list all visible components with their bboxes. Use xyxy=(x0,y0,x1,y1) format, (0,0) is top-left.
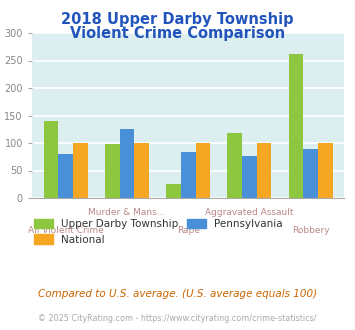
Bar xyxy=(318,143,333,198)
Legend: Upper Darby Township, National, Pennsylvania: Upper Darby Township, National, Pennsylv… xyxy=(30,215,287,249)
Bar xyxy=(105,144,120,198)
Bar xyxy=(289,54,303,198)
Bar xyxy=(73,143,88,198)
Bar xyxy=(196,143,210,198)
Bar xyxy=(257,143,272,198)
Bar xyxy=(44,121,58,198)
Bar xyxy=(120,129,134,198)
Text: 2018 Upper Darby Township: 2018 Upper Darby Township xyxy=(61,12,294,26)
Bar xyxy=(166,184,181,198)
Text: Robbery: Robbery xyxy=(292,226,329,235)
Text: © 2025 CityRating.com - https://www.cityrating.com/crime-statistics/: © 2025 CityRating.com - https://www.city… xyxy=(38,314,317,323)
Bar xyxy=(227,133,242,198)
Text: Aggravated Assault: Aggravated Assault xyxy=(205,208,294,217)
Bar xyxy=(181,152,196,198)
Text: Violent Crime Comparison: Violent Crime Comparison xyxy=(70,26,285,41)
Text: Murder & Mans...: Murder & Mans... xyxy=(88,208,165,217)
Text: Compared to U.S. average. (U.S. average equals 100): Compared to U.S. average. (U.S. average … xyxy=(38,289,317,299)
Text: All Violent Crime: All Violent Crime xyxy=(28,226,104,235)
Bar xyxy=(242,156,257,198)
Bar xyxy=(134,143,149,198)
Text: Rape: Rape xyxy=(177,226,200,235)
Bar xyxy=(58,154,73,198)
Bar xyxy=(303,148,318,198)
